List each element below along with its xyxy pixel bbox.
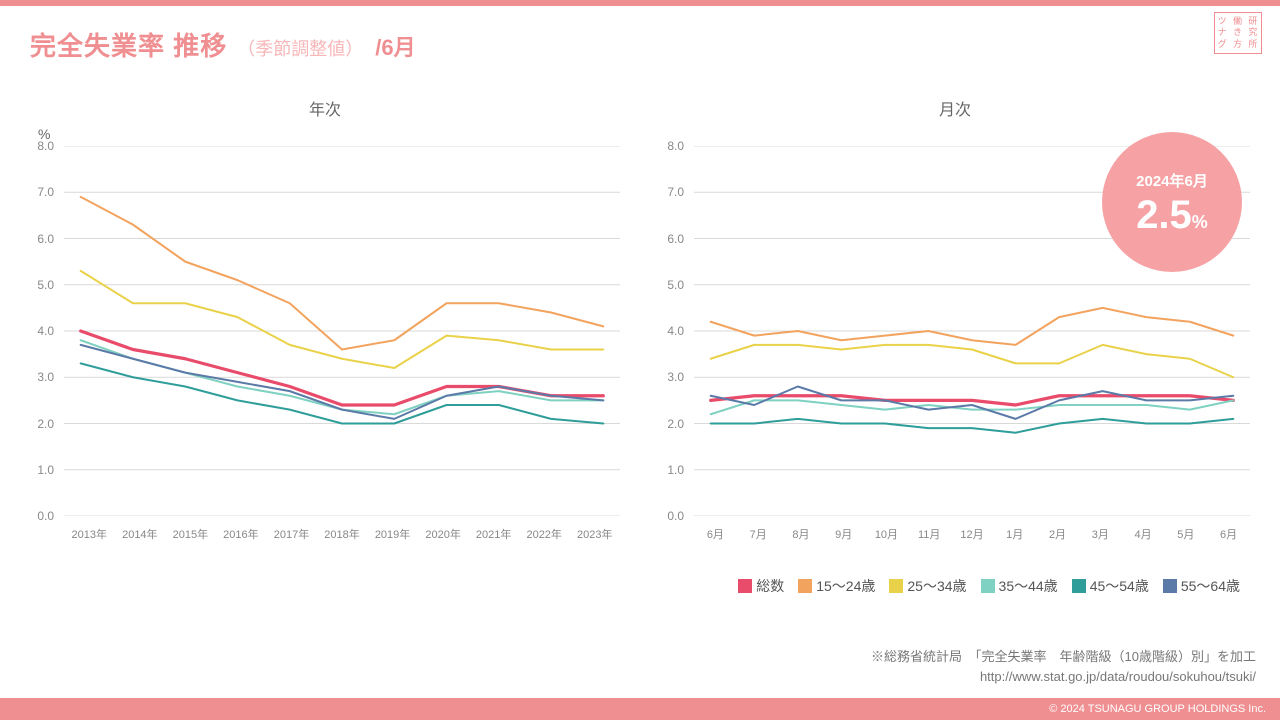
legend-label: 45～54歳	[1090, 576, 1149, 596]
brand-logo: ツナグ働き方研究所	[1214, 12, 1262, 54]
legend-swatch	[798, 579, 812, 593]
copyright: © 2024 TSUNAGU GROUP HOLDINGS Inc.	[1049, 703, 1266, 715]
legend-swatch	[738, 579, 752, 593]
legend-item: 15～24歳	[798, 576, 875, 596]
legend-swatch	[981, 579, 995, 593]
legend-item: 55～64歳	[1163, 576, 1240, 596]
highlight-badge: 2024年6月 2.5%	[1102, 132, 1242, 272]
yearly-chart: 年次 % 0.01.02.03.04.05.06.07.08.0 2013年20…	[20, 96, 630, 556]
yearly-chart-title: 年次	[20, 96, 630, 120]
title-period: /6月	[375, 30, 415, 62]
y-axis-labels: 0.01.02.03.04.05.06.07.08.0	[20, 146, 60, 516]
monthly-chart-title: 月次	[650, 96, 1260, 120]
legend-label: 15～24歳	[816, 576, 875, 596]
legend-item: 45～54歳	[1072, 576, 1149, 596]
source-line1: ※総務省統計局 「完全失業率 年齢階級（10歳階級）別」を加工	[871, 647, 1256, 667]
source-line2: http://www.stat.go.jp/data/roudou/sokuho…	[871, 667, 1256, 687]
source-note: ※総務省統計局 「完全失業率 年齢階級（10歳階級）別」を加工 http://w…	[871, 647, 1256, 686]
legend-label: 55～64歳	[1181, 576, 1240, 596]
legend-label: 25～34歳	[907, 576, 966, 596]
y-axis-labels: 0.01.02.03.04.05.06.07.08.0	[650, 146, 690, 516]
legend-item: 25～34歳	[889, 576, 966, 596]
footer-bar: © 2024 TSUNAGU GROUP HOLDINGS Inc.	[0, 698, 1280, 720]
legend-swatch	[1072, 579, 1086, 593]
yearly-plot	[64, 146, 620, 516]
legend-label: 35～44歳	[999, 576, 1058, 596]
monthly-x-labels: 6月7月8月9月10月11月12月1月2月3月4月5月6月	[694, 526, 1250, 542]
legend: 総数 15～24歳 25～34歳 35～44歳 45～54歳 55～64歳	[738, 576, 1240, 596]
legend-label: 総数	[756, 576, 784, 596]
page-title: 完全失業率 推移 （季節調整値） /6月	[30, 26, 416, 63]
badge-title: 2024年6月	[1136, 170, 1208, 191]
legend-item: 35～44歳	[981, 576, 1058, 596]
legend-swatch	[1163, 579, 1177, 593]
title-main: 完全失業率 推移	[30, 26, 227, 63]
legend-swatch	[889, 579, 903, 593]
yearly-x-labels: 2013年2014年2015年2016年2017年2018年2019年2020年…	[64, 526, 620, 542]
title-sub: （季節調整値）	[237, 35, 363, 61]
header-stripe	[0, 0, 1280, 6]
charts-row: 年次 % 0.01.02.03.04.05.06.07.08.0 2013年20…	[20, 96, 1260, 556]
legend-item: 総数	[738, 576, 784, 596]
badge-value: 2.5%	[1136, 195, 1208, 235]
